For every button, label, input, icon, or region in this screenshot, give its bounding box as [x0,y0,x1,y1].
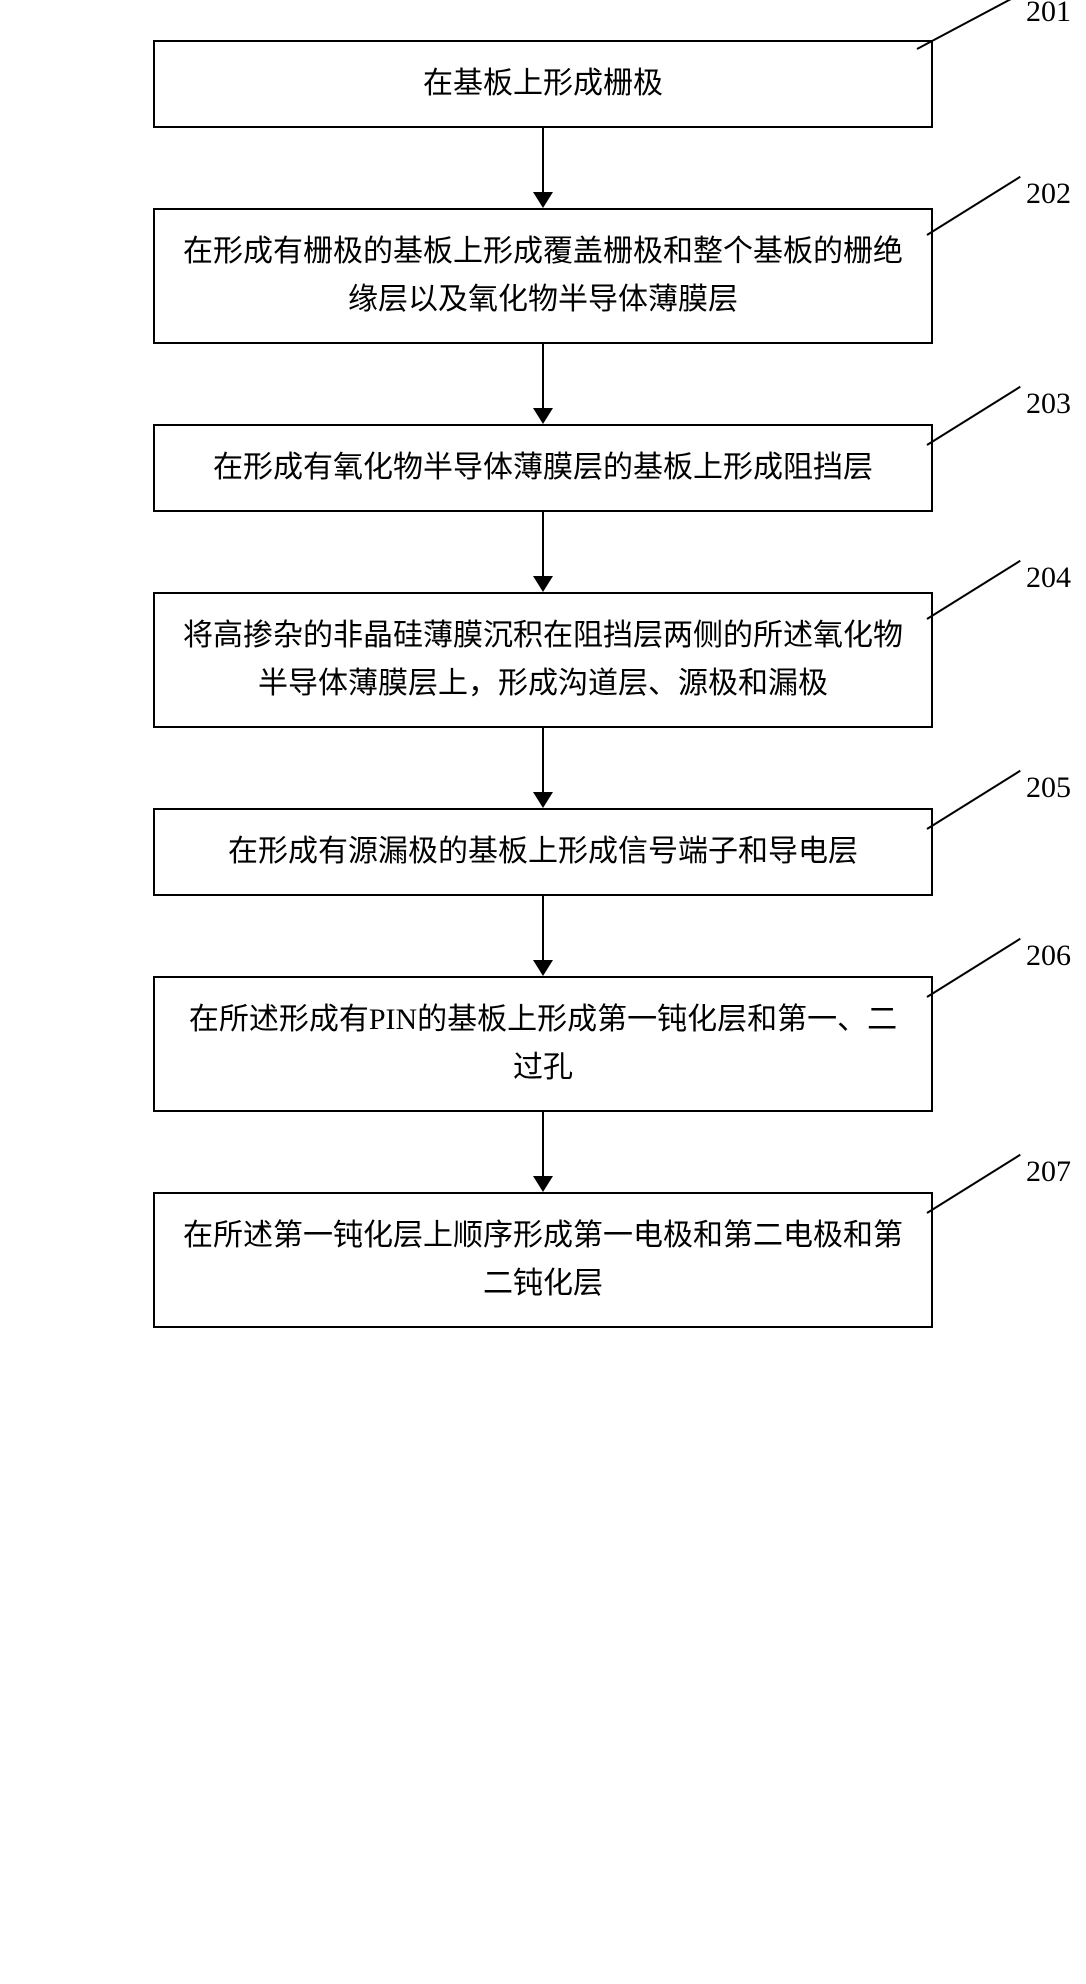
step-text: 在形成有氧化物半导体薄膜层的基板上形成阻挡层 [183,444,903,492]
step-202-box: 在形成有栅极的基板上形成覆盖栅极和整个基板的栅绝缘层以及氧化物半导体薄膜层202 [153,208,933,344]
step-text: 在所述第一钝化层上顺序形成第一电极和第二电极和第二钝化层 [183,1212,903,1308]
arrow-shaft [542,728,544,793]
step-206-box: 在所述形成有PIN的基板上形成第一钝化层和第一、二过孔206 [153,976,933,1112]
step-label: 201 [1026,0,1071,36]
leader-line [926,176,1020,236]
step-label: 206 [1026,932,1071,980]
down-arrow [533,1112,553,1192]
leader-line [926,1154,1020,1214]
leader-line [917,0,1015,50]
leader-line [926,938,1020,998]
arrow-head-icon [533,576,553,592]
arrow-shaft [542,512,544,577]
down-arrow [533,896,553,976]
step-207-box: 在所述第一钝化层上顺序形成第一电极和第二电极和第二钝化层207 [153,1192,933,1328]
step-text: 在所述形成有PIN的基板上形成第一钝化层和第一、二过孔 [183,996,903,1092]
flow-step: 在基板上形成栅极201 [83,40,1003,128]
down-arrow [533,512,553,592]
step-204-box: 将高掺杂的非晶硅薄膜沉积在阻挡层两侧的所述氧化物半导体薄膜层上，形成沟道层、源极… [153,592,933,728]
flow-step: 在所述形成有PIN的基板上形成第一钝化层和第一、二过孔206 [83,976,1003,1112]
step-205-box: 在形成有源漏极的基板上形成信号端子和导电层205 [153,808,933,896]
step-text: 在形成有源漏极的基板上形成信号端子和导电层 [183,828,903,876]
step-label: 203 [1026,380,1071,428]
process-flowchart: 在基板上形成栅极201 在形成有栅极的基板上形成覆盖栅极和整个基板的栅绝缘层以及氧… [83,40,1003,1328]
step-203-box: 在形成有氧化物半导体薄膜层的基板上形成阻挡层203 [153,424,933,512]
flow-step: 在形成有源漏极的基板上形成信号端子和导电层205 [83,808,1003,896]
step-201-box: 在基板上形成栅极201 [153,40,933,128]
leader-line [926,386,1020,446]
arrow-head-icon [533,408,553,424]
flow-step: 在形成有氧化物半导体薄膜层的基板上形成阻挡层203 [83,424,1003,512]
step-label: 202 [1026,170,1071,218]
step-text: 在基板上形成栅极 [183,60,903,108]
arrow-head-icon [533,192,553,208]
flow-step: 在所述第一钝化层上顺序形成第一电极和第二电极和第二钝化层207 [83,1192,1003,1328]
step-text: 将高掺杂的非晶硅薄膜沉积在阻挡层两侧的所述氧化物半导体薄膜层上，形成沟道层、源极… [183,612,903,708]
leader-line [926,560,1020,620]
down-arrow [533,728,553,808]
arrow-shaft [542,128,544,193]
down-arrow [533,344,553,424]
flow-step: 在形成有栅极的基板上形成覆盖栅极和整个基板的栅绝缘层以及氧化物半导体薄膜层202 [83,208,1003,344]
arrow-shaft [542,344,544,409]
step-text: 在形成有栅极的基板上形成覆盖栅极和整个基板的栅绝缘层以及氧化物半导体薄膜层 [183,228,903,324]
step-label: 207 [1026,1148,1071,1196]
arrow-shaft [542,896,544,961]
leader-line [926,770,1020,830]
arrow-shaft [542,1112,544,1177]
arrow-head-icon [533,1176,553,1192]
arrow-head-icon [533,792,553,808]
step-label: 204 [1026,554,1071,602]
flow-step: 将高掺杂的非晶硅薄膜沉积在阻挡层两侧的所述氧化物半导体薄膜层上，形成沟道层、源极… [83,592,1003,728]
down-arrow [533,128,553,208]
arrow-head-icon [533,960,553,976]
step-label: 205 [1026,764,1071,812]
